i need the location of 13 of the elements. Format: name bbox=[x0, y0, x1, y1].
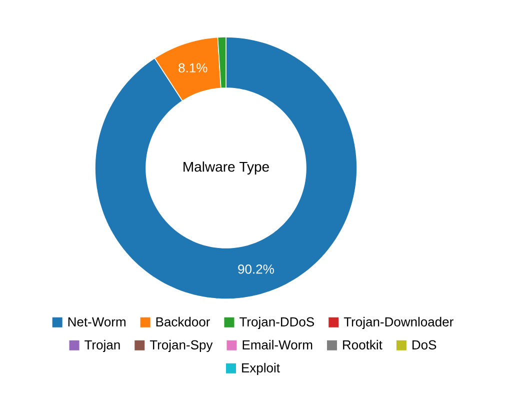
legend-label: Backdoor bbox=[156, 316, 210, 326]
legend-label: Trojan-Downloader bbox=[344, 316, 454, 330]
legend-label: Trojan bbox=[84, 340, 120, 352]
legend-label: Net-Worm bbox=[68, 317, 126, 326]
legend-label: DoS bbox=[412, 340, 436, 350]
legend-label: Trojan-Spy bbox=[150, 340, 213, 352]
legend-label: Email-Worm bbox=[242, 340, 312, 350]
text: Malware Type bbox=[184, 161, 269, 175]
legend-label: Trojan-DDoS bbox=[240, 316, 314, 330]
legend-label: Exploit bbox=[242, 362, 280, 376]
legend-label: Rootkit bbox=[343, 340, 382, 350]
data-label: 8.1% bbox=[178, 63, 208, 72]
data-label: 90.2% bbox=[238, 264, 274, 274]
